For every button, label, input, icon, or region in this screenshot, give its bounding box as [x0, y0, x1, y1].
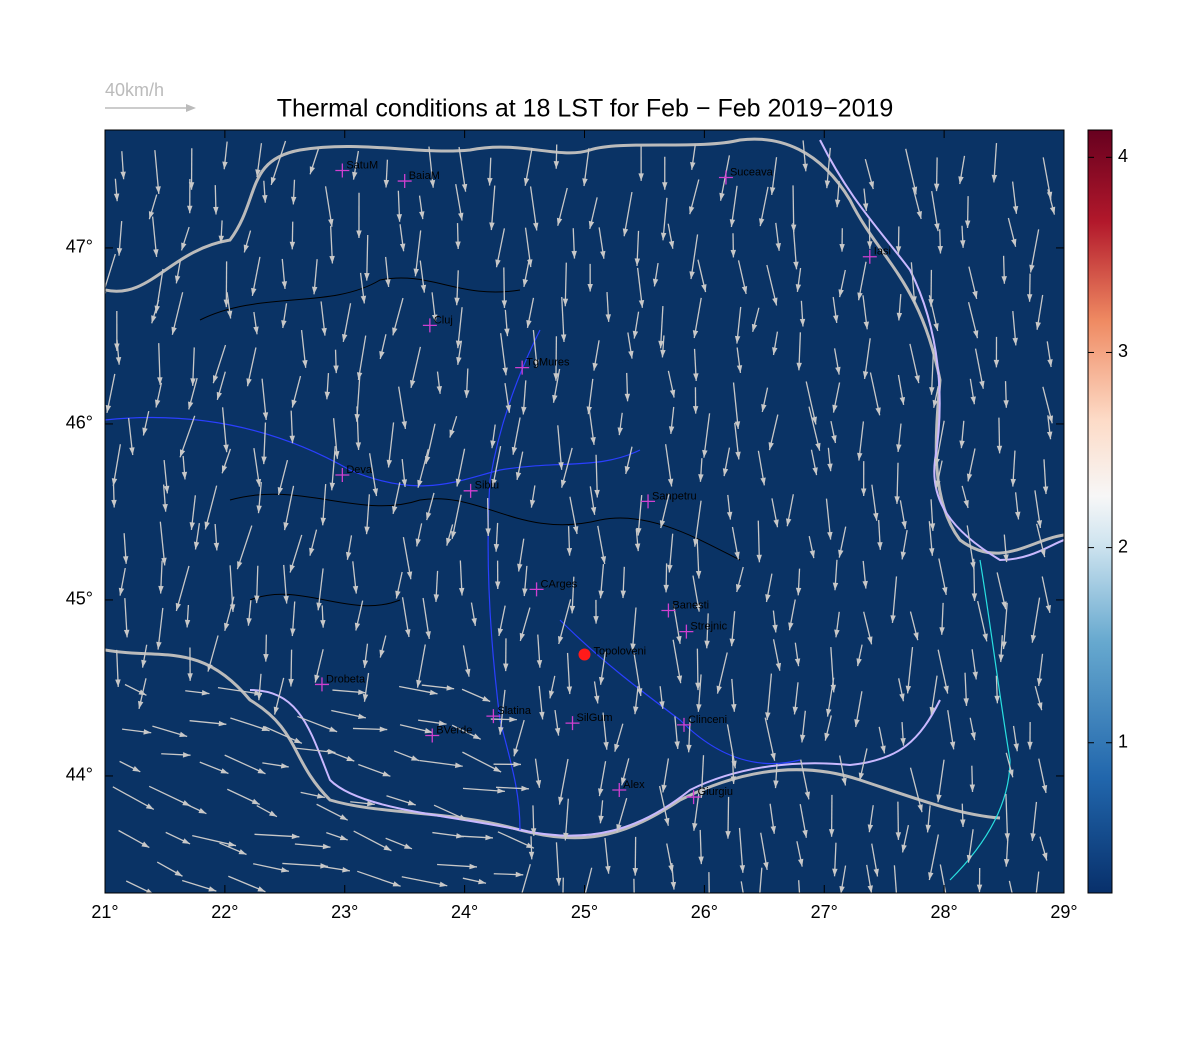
place-label: Cluj [434, 314, 453, 326]
x-tick-label: 22° [211, 902, 238, 922]
place-label: SatuM [346, 159, 378, 171]
colorbar-tick-label: 2 [1118, 536, 1128, 556]
wind-arrow-head [744, 914, 749, 922]
wind-arrow-head [894, 902, 899, 910]
colorbar-tick-label: 3 [1118, 341, 1128, 361]
x-tick-label: 23° [331, 902, 358, 922]
wind-arrow-head [519, 893, 524, 901]
station-marker [579, 649, 591, 661]
wind-arrow-head [632, 913, 637, 921]
scale-label: 40km/h [105, 80, 164, 100]
wind-arrow-head [1033, 898, 1038, 906]
scale-arrow-head [186, 104, 196, 112]
station-label: Topoloveni [594, 645, 647, 657]
place-label: Banesti [672, 599, 709, 611]
y-tick-label: 44° [66, 765, 93, 785]
place-label: Slatina [497, 705, 532, 717]
place-label: CArges [541, 578, 578, 590]
x-tick-label: 25° [571, 902, 598, 922]
colorbar-tick-label: 1 [1118, 731, 1128, 751]
place-label: Suceava [730, 166, 774, 178]
place-label: Deva [346, 464, 373, 476]
wind-arrow-head [757, 895, 762, 903]
place-label: TgMures [526, 357, 570, 369]
place-label: Drobeta [326, 673, 366, 685]
place-label: Clinceni [688, 714, 727, 726]
y-tick-label: 47° [66, 237, 93, 257]
place-label: BVerde [436, 724, 472, 736]
wind-arrow [634, 879, 635, 921]
place-label: BaiaM [409, 170, 440, 182]
wind-arrow [563, 878, 564, 915]
place-label: Sanpetru [652, 490, 697, 502]
x-tick-label: 24° [451, 902, 478, 922]
place-label: Giurgiu [698, 786, 733, 798]
place-label: Iasi [874, 246, 891, 258]
x-tick-label: 29° [1050, 902, 1077, 922]
x-tick-label: 26° [691, 902, 718, 922]
y-tick-label: 46° [66, 413, 93, 433]
map-background [105, 130, 1064, 893]
x-tick-label: 27° [811, 902, 838, 922]
place-label: SilGum [577, 712, 613, 724]
x-tick-label: 21° [91, 902, 118, 922]
colorbar-tick-label: 4 [1118, 146, 1128, 166]
wind-arrow-head [798, 912, 803, 920]
colorbar [1088, 130, 1112, 893]
x-tick-label: 28° [931, 902, 958, 922]
wind-arrow-head [560, 907, 565, 915]
y-tick-label: 45° [66, 589, 93, 609]
map-title: Thermal conditions at 18 LST for Feb − F… [277, 95, 894, 123]
place-label: Strejnic [690, 621, 727, 633]
place-label: Sibiu [475, 480, 499, 492]
place-label: Alex [623, 779, 645, 791]
wind-arrow-head [1014, 911, 1019, 919]
